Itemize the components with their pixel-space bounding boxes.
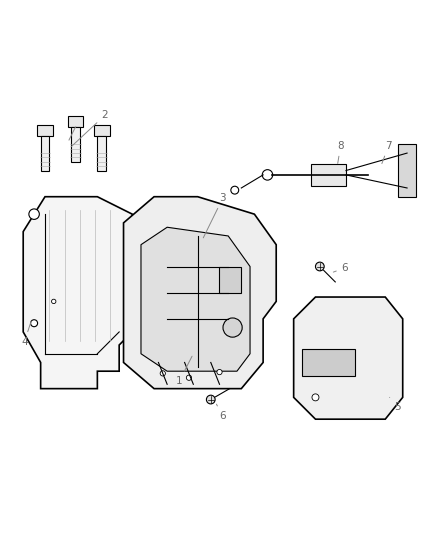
Polygon shape xyxy=(123,197,276,389)
Text: 2: 2 xyxy=(71,110,108,147)
Circle shape xyxy=(160,371,165,376)
Polygon shape xyxy=(141,227,250,371)
Text: 7: 7 xyxy=(381,141,391,164)
Polygon shape xyxy=(293,297,402,419)
Circle shape xyxy=(311,394,318,401)
Text: 8: 8 xyxy=(336,141,343,164)
Polygon shape xyxy=(97,135,106,171)
Bar xyxy=(302,350,354,376)
Polygon shape xyxy=(94,125,110,135)
Polygon shape xyxy=(71,127,80,162)
Text: 3: 3 xyxy=(203,193,226,238)
Circle shape xyxy=(206,395,215,404)
Text: 6: 6 xyxy=(216,404,226,421)
Polygon shape xyxy=(41,135,49,171)
Circle shape xyxy=(186,375,191,381)
Circle shape xyxy=(216,369,222,375)
Circle shape xyxy=(223,318,242,337)
Polygon shape xyxy=(37,125,53,135)
Text: 1: 1 xyxy=(176,356,191,386)
Circle shape xyxy=(51,299,56,304)
Polygon shape xyxy=(23,197,132,389)
Text: 5: 5 xyxy=(389,398,400,413)
Polygon shape xyxy=(67,116,83,127)
Circle shape xyxy=(315,262,323,271)
Text: 4: 4 xyxy=(21,321,31,347)
Circle shape xyxy=(29,209,39,220)
Polygon shape xyxy=(397,144,415,197)
Bar xyxy=(219,266,241,293)
Circle shape xyxy=(31,320,38,327)
Circle shape xyxy=(261,169,272,180)
Text: 6: 6 xyxy=(332,263,347,273)
Bar xyxy=(311,164,345,186)
Circle shape xyxy=(230,186,238,194)
